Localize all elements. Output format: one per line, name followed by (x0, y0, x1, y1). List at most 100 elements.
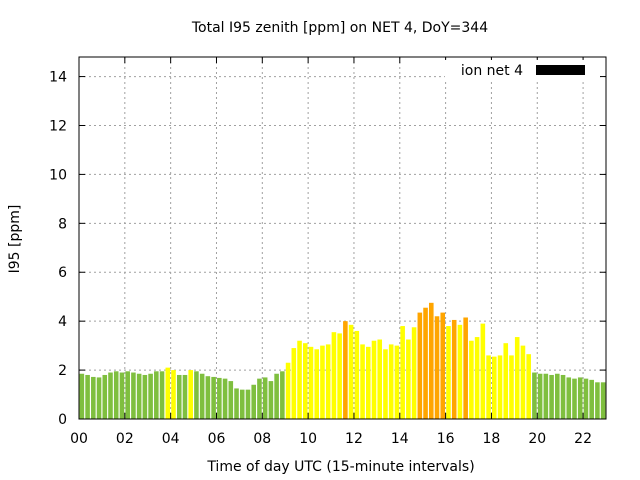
bar (417, 312, 423, 419)
bar (320, 345, 325, 419)
y-tick-label: 12 (49, 118, 67, 134)
bar (96, 377, 102, 419)
bar (377, 339, 383, 419)
legend-label: ion net 4 (461, 63, 523, 79)
bar (154, 371, 159, 419)
y-tick-label: 2 (58, 363, 67, 379)
bar (337, 333, 342, 419)
bar (85, 374, 90, 419)
bar (503, 343, 509, 419)
x-tick-label: 12 (345, 431, 363, 447)
plot-frame (78, 56, 607, 420)
legend-swatch (536, 65, 585, 75)
bar (331, 332, 337, 419)
bar (125, 371, 130, 419)
bar (280, 371, 285, 419)
bar (176, 374, 182, 419)
bar (257, 378, 262, 419)
bar (148, 373, 153, 419)
bar (388, 344, 394, 419)
bar (285, 362, 291, 419)
bar (91, 376, 96, 419)
grid (79, 57, 606, 419)
bar (595, 382, 600, 419)
bar (469, 340, 474, 419)
bar (262, 377, 268, 419)
bar (572, 378, 577, 419)
bar (514, 337, 520, 419)
bar (159, 371, 165, 419)
bar (302, 343, 308, 419)
bar (165, 367, 171, 419)
bar (537, 373, 543, 419)
bar (486, 355, 491, 419)
bar (136, 373, 142, 419)
bar (102, 374, 108, 419)
bar (228, 381, 234, 419)
bar (492, 356, 497, 419)
bar (583, 378, 589, 419)
bar (182, 374, 188, 419)
bar (532, 372, 537, 419)
bar (566, 377, 572, 419)
y-tick-label: 14 (49, 70, 67, 86)
bar (383, 349, 388, 419)
bar (274, 373, 279, 419)
y-axis-label: I95 [ppm] (7, 205, 23, 274)
bar (348, 324, 354, 419)
bar (549, 374, 554, 419)
bar (297, 340, 302, 419)
bar (555, 373, 560, 419)
bar (371, 340, 377, 419)
bar (526, 354, 531, 419)
bar (543, 373, 549, 419)
bars (79, 302, 606, 419)
y-tick-label: 10 (49, 167, 67, 183)
bar (440, 312, 446, 419)
bar (291, 348, 297, 419)
x-tick-label: 08 (253, 431, 271, 447)
x-tick-label: 22 (574, 431, 592, 447)
bar (463, 317, 468, 419)
bar (360, 344, 365, 419)
x-tick-label: 14 (391, 431, 409, 447)
x-tick-label: 00 (70, 431, 88, 447)
bar (509, 355, 514, 419)
bar (429, 302, 434, 419)
bar (497, 355, 503, 419)
x-tick-label: 06 (208, 431, 226, 447)
bar (325, 344, 331, 419)
bar (480, 323, 486, 419)
bar (222, 378, 228, 419)
bar (394, 345, 400, 419)
bar (560, 374, 566, 419)
bar (171, 370, 176, 419)
x-tick-label: 18 (483, 431, 501, 447)
legend: ion net 4 (445, 60, 600, 80)
bar (343, 321, 348, 419)
bar (194, 371, 199, 419)
bar (188, 370, 193, 419)
x-tick-label: 04 (162, 431, 180, 447)
bar (400, 326, 405, 419)
bar (457, 324, 463, 419)
bar (314, 349, 320, 419)
y-tick-label: 6 (58, 265, 67, 281)
bar (131, 372, 136, 419)
bar (142, 374, 148, 419)
x-axis-label: Time of day UTC (15-minute intervals) (206, 459, 474, 475)
bar (239, 389, 245, 419)
bar (577, 377, 583, 419)
chart-title: Total I95 zenith [ppm] on NET 4, DoY=344 (191, 20, 488, 36)
bar (474, 337, 480, 419)
bar (119, 372, 125, 419)
bar (446, 326, 451, 419)
y-tick-label: 0 (58, 412, 67, 428)
bar (434, 316, 440, 419)
y-tick-label: 4 (58, 314, 67, 330)
bar (79, 373, 85, 419)
bar (268, 381, 274, 419)
bar (234, 388, 239, 419)
